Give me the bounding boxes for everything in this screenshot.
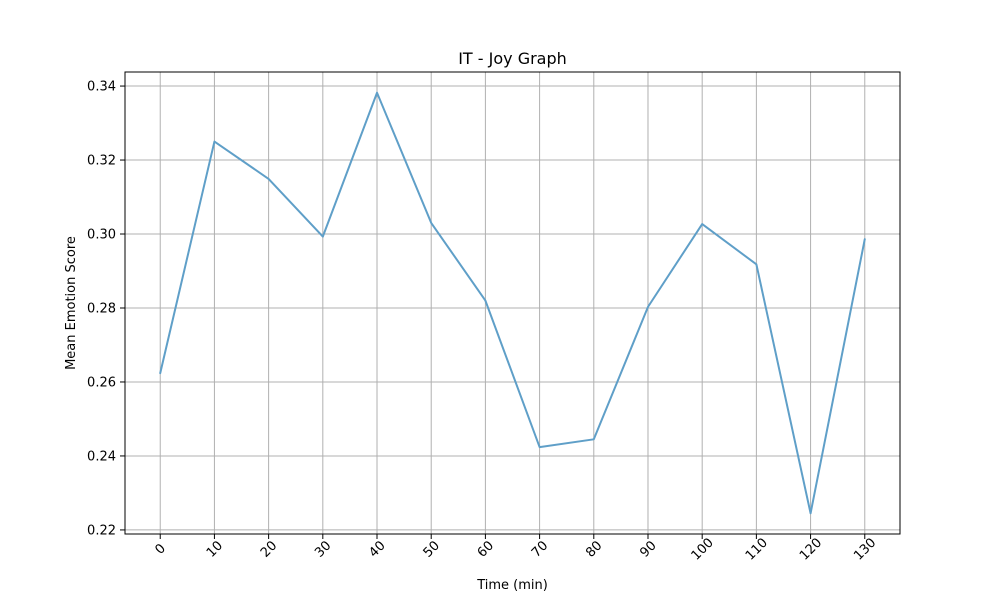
y-tick-label: 0.30 xyxy=(87,228,116,243)
x-axis-label: Time (min) xyxy=(476,578,548,593)
y-axis-label: Mean Emotion Score xyxy=(64,236,79,370)
y-axis: 0.22 0.24 0.26 0.28 0.30 0.32 0.34 xyxy=(87,80,125,538)
y-tick-label: 0.32 xyxy=(87,154,116,169)
chart-title: IT - Joy Graph xyxy=(458,49,567,68)
series-layer xyxy=(159,91,866,515)
y-tick-label: 0.28 xyxy=(87,301,116,316)
y-tick-label: 0.34 xyxy=(87,80,116,95)
plot-frame xyxy=(124,71,901,535)
series-line xyxy=(159,91,866,515)
grid xyxy=(125,72,900,534)
y-tick-label: 0.26 xyxy=(87,375,116,390)
y-tick-label: 0.22 xyxy=(87,523,116,538)
y-tick-label: 0.24 xyxy=(87,449,116,464)
